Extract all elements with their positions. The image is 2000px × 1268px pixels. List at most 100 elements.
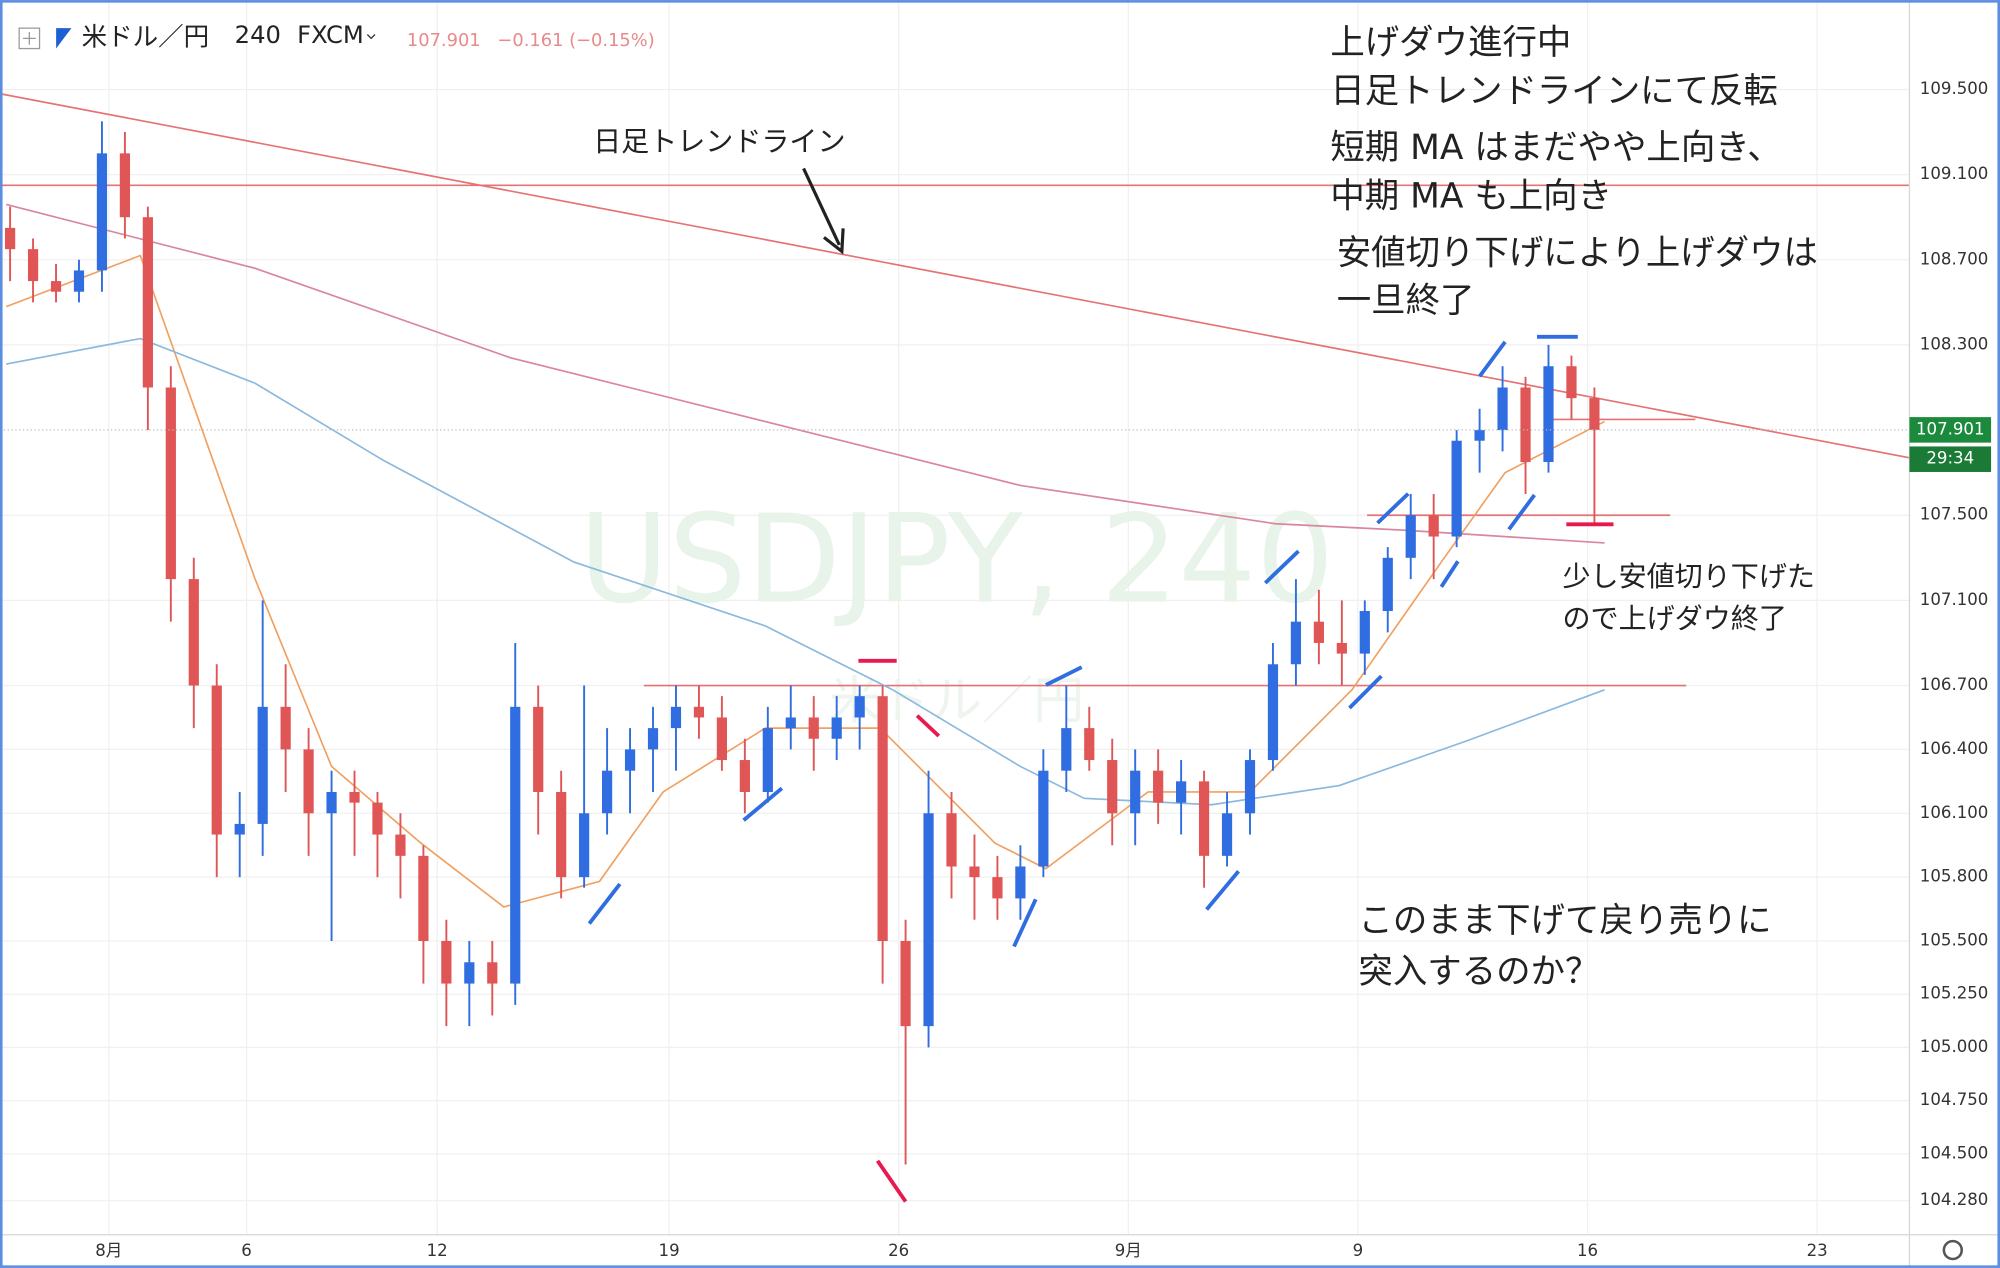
candle-body: [923, 813, 934, 1027]
candle-body: [1382, 557, 1393, 612]
candle-body: [1267, 664, 1279, 761]
candle-body: [27, 249, 39, 282]
candle-body: [1130, 770, 1141, 814]
axes: 109.500 109.100 108.700 108.300 107.500 107.1…: [95, 79, 1992, 1260]
candle-body: [624, 749, 636, 771]
marker: [915, 714, 941, 738]
candle-body: [96, 153, 108, 271]
candle-body: [601, 770, 613, 814]
candle-body: [1589, 398, 1600, 430]
candle-body: [165, 387, 176, 580]
expand-icon[interactable]: [18, 27, 41, 50]
interval[interactable]: 240: [235, 21, 281, 49]
annotation: 日足トレンドラインにて反転: [1330, 72, 1777, 112]
y-tick-label: 104.750: [1920, 1090, 1989, 1109]
annotation: ので上げダウ終了: [1563, 602, 1787, 635]
arrow-head: [822, 228, 845, 255]
annotation: 突入するのか？: [1358, 952, 1599, 992]
x-tick-label: 16: [1577, 1241, 1598, 1260]
candle-body: [372, 802, 383, 835]
marker: [587, 882, 622, 925]
price: 107.901: [407, 30, 481, 51]
marker: [1439, 560, 1460, 588]
y-tick-label: 105.250: [1920, 984, 1989, 1003]
exchange[interactable]: FXCM: [297, 21, 364, 49]
candle-body: [693, 706, 705, 718]
x-tick-label: 9月: [1115, 1241, 1142, 1260]
x-tick-label: 9: [1353, 1241, 1364, 1260]
candle-body: [854, 696, 865, 718]
annotation: 中期 MA も上向き: [1330, 176, 1612, 216]
candle-body: [1543, 366, 1554, 463]
candle-body: [50, 281, 62, 292]
candle-body: [946, 813, 957, 867]
candle-body: [1336, 642, 1347, 654]
candle-body: [5, 227, 16, 250]
candle-body: [1451, 440, 1462, 537]
candle-body: [1015, 866, 1026, 899]
candle-body: [257, 706, 268, 824]
y-tick-label: 109.500: [1920, 79, 1989, 98]
candle-body: [877, 696, 888, 941]
grid: [0, 0, 1910, 1235]
line: [5, 254, 1605, 908]
line: [0, 92, 1910, 459]
y-tick-label: 105.500: [1920, 930, 1989, 949]
candle-body: [349, 791, 360, 803]
candle-body: [1359, 611, 1370, 654]
arrow: [802, 167, 841, 246]
countdown-box: [1909, 446, 1992, 472]
candle-body: [1176, 781, 1187, 803]
candle-body: [188, 579, 199, 686]
candle-body: [579, 813, 590, 878]
y-tick-label: 107.100: [1920, 590, 1989, 609]
settings-icon[interactable]: [1942, 1239, 1964, 1261]
expand-icon-plus: [22, 31, 36, 45]
marker: [1045, 665, 1083, 687]
candle-body: [211, 685, 222, 835]
line: [5, 203, 1605, 544]
x-tick-label: 8月: [95, 1241, 122, 1260]
candle-body: [326, 791, 337, 814]
candle-body: [808, 717, 819, 739]
marker: [1205, 870, 1240, 911]
marker: [1263, 549, 1300, 585]
candle-body: [234, 823, 245, 835]
candle-body: [1428, 515, 1439, 537]
candle-body: [418, 855, 429, 941]
candle-body: [1061, 728, 1072, 771]
last-price-label: 107.901: [1916, 419, 1985, 438]
candle-body: [670, 706, 682, 729]
candle-body: [1244, 760, 1256, 814]
line: [6, 337, 1605, 806]
candle-body: [1566, 366, 1577, 399]
symbol[interactable]: 米ドル／円: [82, 22, 210, 52]
marker: [742, 786, 784, 822]
candle-body: [785, 717, 796, 729]
candle-body: [395, 834, 406, 856]
y-tick-label: 106.700: [1920, 675, 1989, 694]
dropdown-caret[interactable]: [366, 34, 376, 40]
candle-body: [1313, 621, 1324, 643]
watermark: USDJPY, 240: [579, 487, 1334, 630]
annotation: 短期 MA はまだやや上向き、: [1330, 128, 1781, 168]
candle-body: [831, 717, 842, 739]
candle-body: [900, 940, 911, 1027]
last-price-box: [1909, 417, 1992, 443]
countdown: 29:34: [1926, 449, 1974, 468]
candle-body: [1520, 387, 1531, 463]
candle-body: [1497, 387, 1508, 431]
candle-body: [647, 728, 659, 750]
y-tick-label: 109.100: [1920, 164, 1989, 183]
y-tick-label: 107.500: [1920, 505, 1989, 524]
candle-body: [762, 728, 773, 792]
y-tick-label: 104.500: [1920, 1143, 1989, 1162]
y-tick-label: 105.000: [1920, 1037, 1989, 1056]
candle-body: [556, 791, 567, 878]
y-tick-label: 108.700: [1920, 249, 1989, 268]
y-tick-label: 104.280: [1920, 1190, 1989, 1209]
candle-body: [1405, 515, 1416, 558]
candle-body: [1038, 770, 1049, 867]
annotation: 上げダウ進行中: [1330, 23, 1571, 63]
